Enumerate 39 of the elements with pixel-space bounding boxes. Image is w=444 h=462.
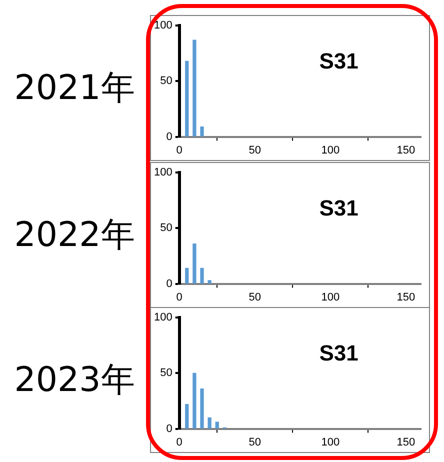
x-tick-label: 50 — [248, 144, 261, 156]
bar — [192, 40, 196, 137]
x-tick-label: 150 — [396, 291, 416, 304]
bar — [185, 404, 189, 429]
bar — [200, 126, 204, 137]
y-tick-label: 50 — [160, 367, 172, 380]
bar — [192, 372, 196, 429]
text: 2023年 — [13, 359, 136, 402]
y-tick-label: 0 — [166, 422, 172, 435]
annotation: S31 — [319, 195, 358, 220]
x-tick-label: 150 — [396, 144, 416, 156]
y-tick-label: 100 — [154, 312, 172, 324]
y-tick-label: 100 — [154, 166, 172, 179]
text: 2022年 — [13, 214, 136, 257]
x-tick-label: 0 — [176, 291, 182, 304]
x-tick-label: 100 — [321, 436, 340, 448]
bar — [215, 422, 219, 429]
y-tick-label: 0 — [166, 130, 172, 143]
x-tick-label: 150 — [396, 436, 416, 448]
x-tick-label: 0 — [176, 144, 182, 156]
y-tick-label: 0 — [166, 278, 172, 290]
bar — [192, 243, 196, 284]
x-tick-label: 100 — [321, 291, 340, 304]
annotation: S31 — [319, 48, 358, 74]
bar — [200, 388, 204, 429]
bar — [200, 268, 204, 284]
bar — [185, 60, 189, 137]
annotation: S31 — [319, 340, 358, 366]
y-tick-label: 50 — [160, 222, 172, 234]
x-tick-label: 100 — [321, 144, 340, 156]
x-tick-label: 0 — [176, 436, 182, 448]
y-tick-label: 100 — [154, 20, 172, 32]
bar — [185, 268, 189, 284]
x-tick-label: 50 — [248, 436, 261, 448]
bar — [208, 417, 212, 429]
x-tick-label: 50 — [248, 291, 261, 304]
y-tick-label: 50 — [160, 75, 172, 88]
text: 2021年 — [13, 67, 136, 110]
bar — [208, 280, 212, 284]
